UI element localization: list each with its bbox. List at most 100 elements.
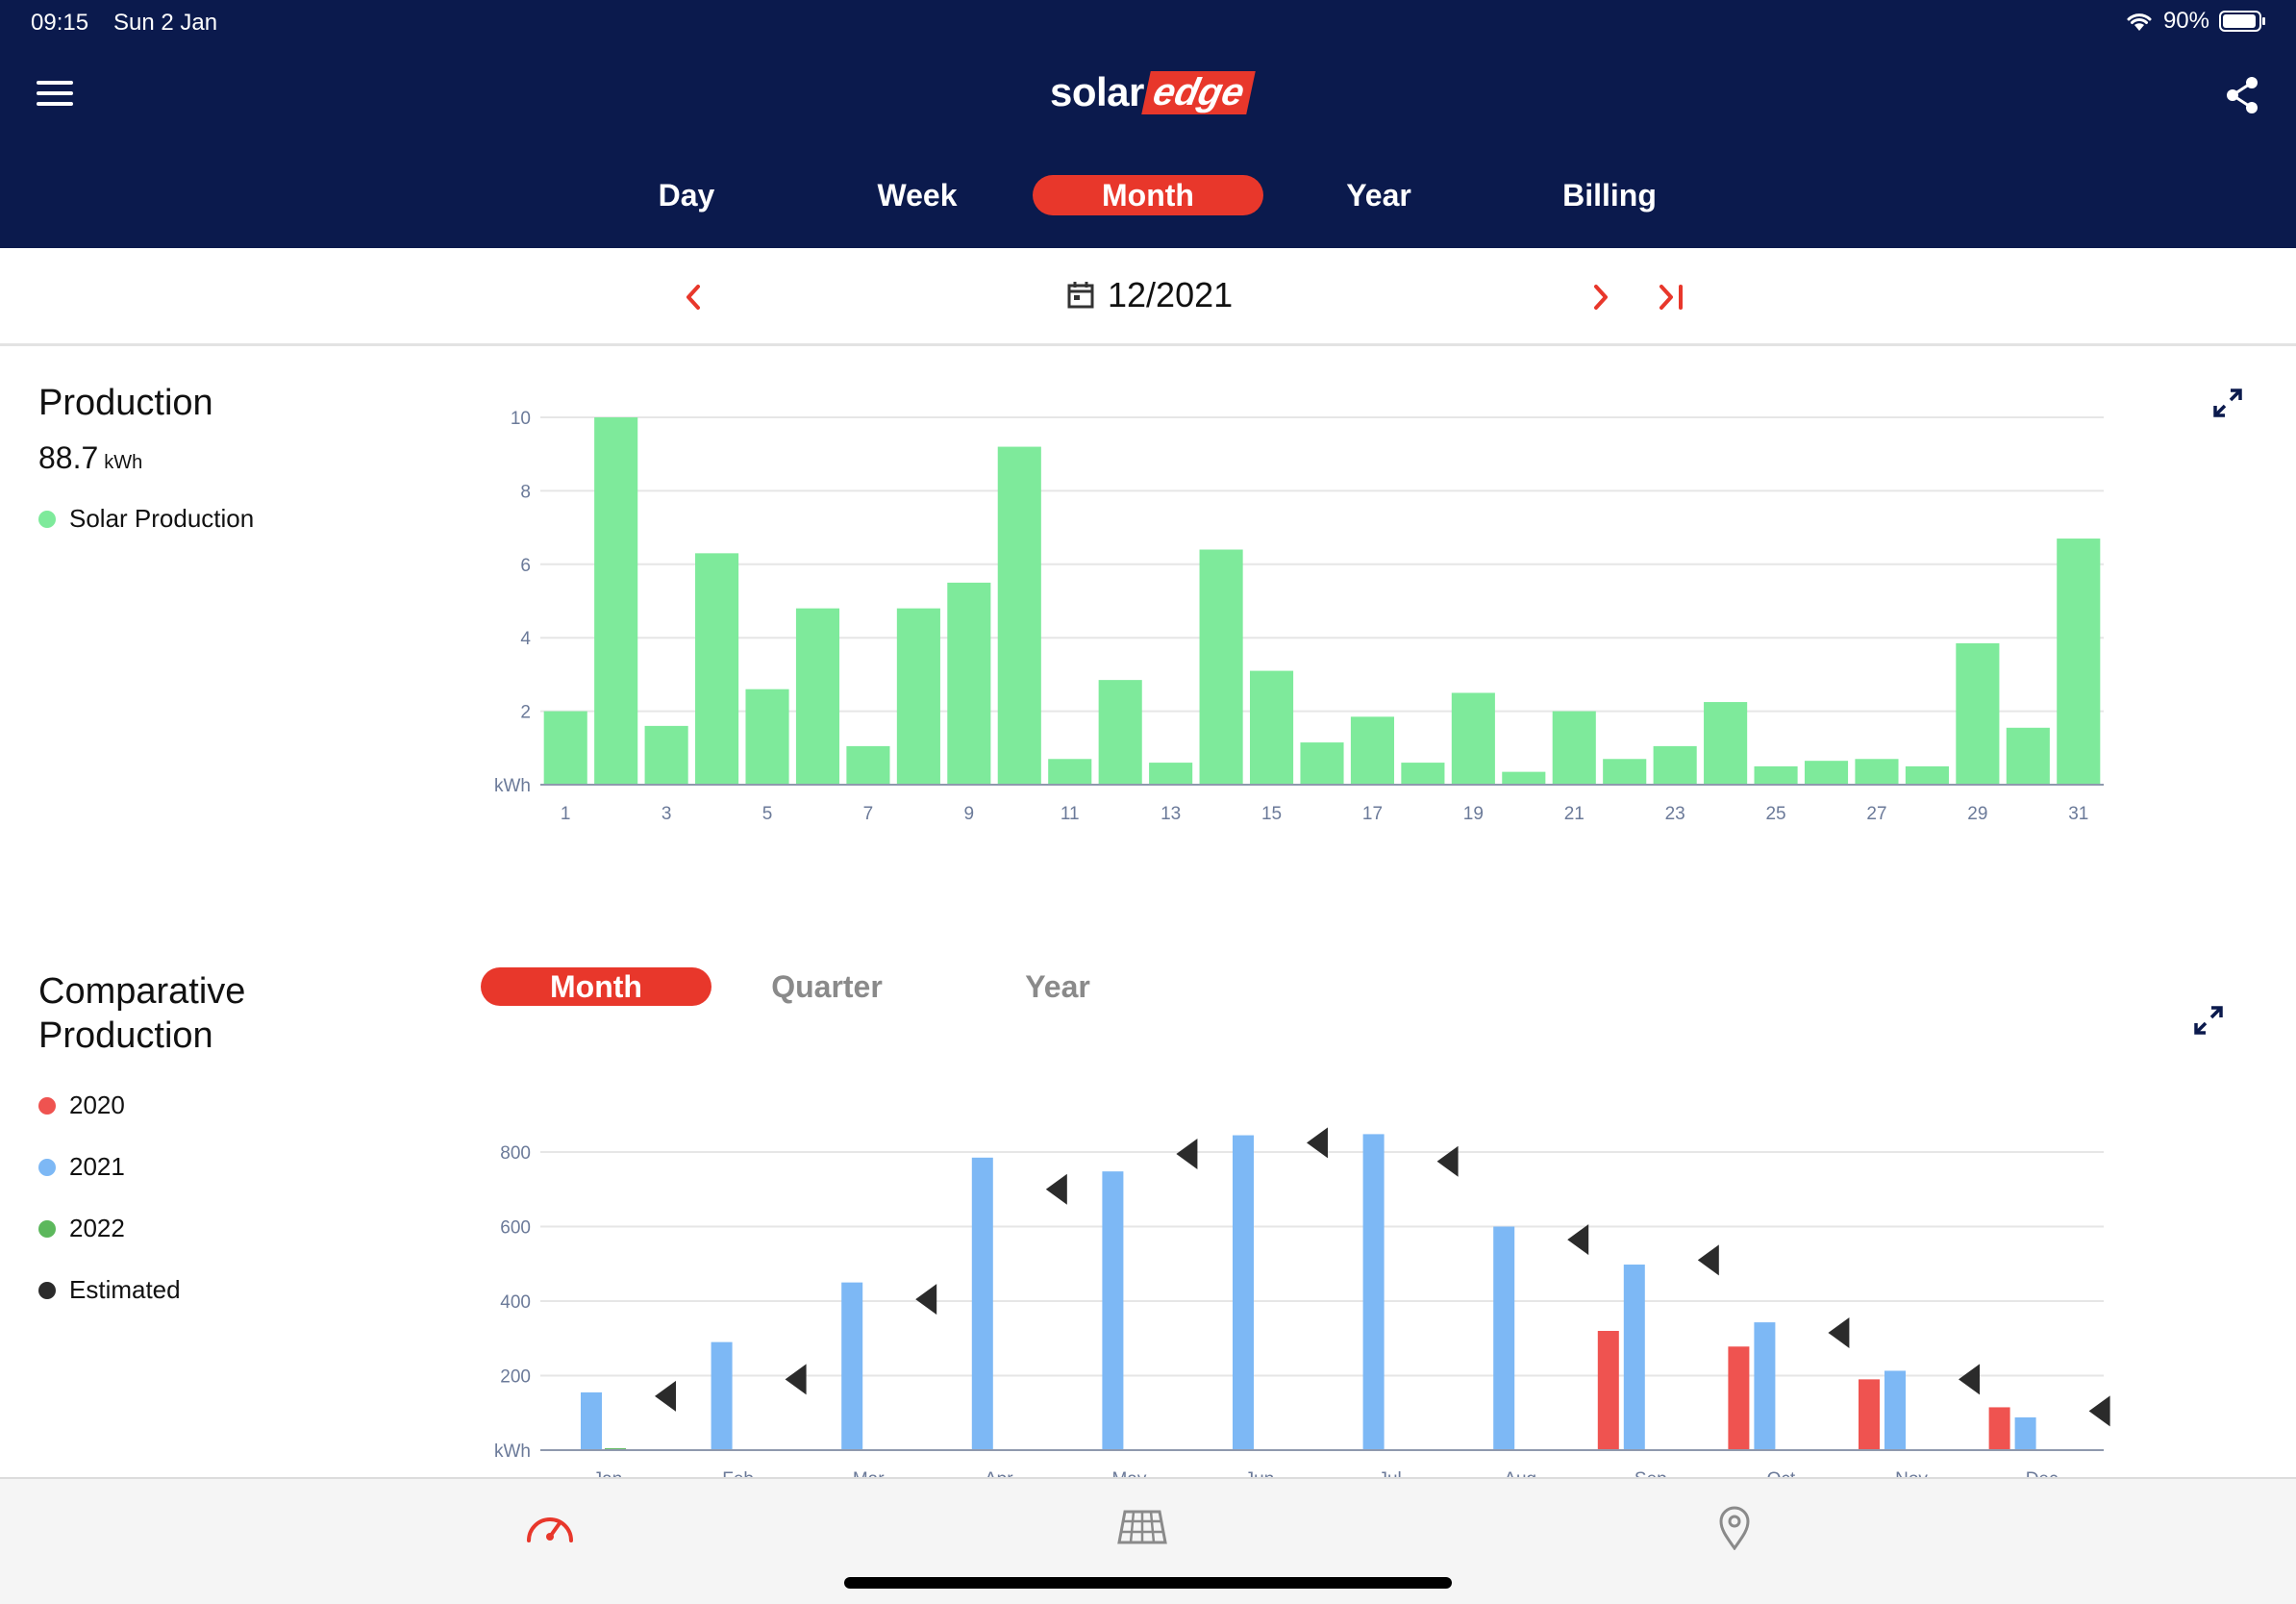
x-tick-label: 11: [1061, 804, 1080, 824]
bar-2021-Jan: [581, 1391, 602, 1450]
y-tick-label: 4: [520, 629, 531, 649]
home-indicator: [844, 1577, 1452, 1589]
estimated-marker-Jul: [1436, 1145, 1459, 1177]
expand-icon[interactable]: [2192, 1004, 2225, 1037]
legend-estimated: Estimated: [38, 1275, 181, 1305]
estimated-marker-Jan: [655, 1380, 676, 1412]
x-tick-label: 9: [964, 804, 975, 824]
legend-dot: [38, 1158, 56, 1176]
expand-icon[interactable]: [2211, 387, 2244, 419]
bar-2021-Sep: [1623, 1265, 1645, 1450]
battery-percent: 90%: [2162, 8, 2209, 34]
bar-2021-Dec: [2014, 1416, 2036, 1450]
bar-day-25: [1754, 765, 1798, 785]
bar-day-4: [695, 553, 739, 785]
y-tick-label: 2: [520, 703, 531, 723]
estimated-marker-Dec: [2088, 1395, 2110, 1427]
date-picker[interactable]: 12/2021: [1067, 275, 1233, 315]
y-tick-label: 8: [520, 482, 531, 502]
bar-2020-Dec: [1988, 1407, 2010, 1450]
x-tick-label: Apr: [985, 1469, 1013, 1477]
x-tick-label: Oct: [1767, 1469, 1796, 1477]
x-tick-label: Feb: [722, 1469, 754, 1477]
status-time: 09:15: [31, 10, 89, 36]
comp-tab-quarter[interactable]: Quarter: [771, 969, 883, 1004]
y-tick-label: 6: [520, 556, 531, 576]
date-navigator: 12/2021: [0, 248, 2296, 346]
bar-day-10: [997, 446, 1041, 785]
bar-day-2: [594, 417, 638, 785]
bar-2021-Feb: [711, 1341, 733, 1450]
bar-day-23: [1653, 745, 1697, 785]
y-tick-label: 400: [500, 1292, 531, 1313]
bar-day-21: [1552, 711, 1596, 785]
share-icon[interactable]: [2223, 75, 2261, 115]
legend-label: 2022: [69, 1214, 125, 1242]
bar-day-1: [543, 711, 587, 785]
legend-2020: 2020: [38, 1090, 125, 1120]
battery-icon: [2219, 11, 2265, 32]
x-tick-label: 29: [1967, 804, 1987, 824]
x-tick-label: 27: [1866, 804, 1886, 824]
comp-tab-year[interactable]: Year: [1025, 969, 1090, 1004]
speedometer-icon[interactable]: [523, 1504, 577, 1550]
tab-billing[interactable]: Billing: [1562, 178, 1657, 213]
comparative-title: Comparative Production: [38, 969, 245, 1058]
bar-day-31: [2057, 539, 2101, 785]
tab-year[interactable]: Year: [1346, 178, 1411, 213]
production-total: 88.7 kWh: [38, 440, 142, 476]
estimated-marker-Jun: [1307, 1127, 1328, 1159]
bar-day-16: [1300, 742, 1344, 785]
comparative-title-line1: Comparative: [38, 971, 246, 1012]
period-tabs: Day Week Month Year Billing: [0, 175, 2296, 215]
comp-tab-month[interactable]: Month: [481, 967, 711, 1006]
location-pin-icon[interactable]: [1708, 1504, 1761, 1550]
x-tick-label: Dec: [2026, 1469, 2059, 1477]
legend-label: Estimated: [69, 1275, 181, 1304]
skip-to-end-icon[interactable]: [1654, 281, 1688, 313]
tab-week[interactable]: Week: [877, 178, 958, 213]
bar-2021-Mar: [841, 1282, 863, 1450]
estimated-marker-Apr: [1045, 1173, 1067, 1205]
x-tick-label: 15: [1261, 804, 1282, 824]
estimated-marker-Oct: [1828, 1316, 1850, 1348]
y-tick-label: 200: [500, 1367, 531, 1388]
bar-day-27: [1855, 759, 1899, 785]
bar-day-24: [1704, 702, 1748, 785]
bar-day-18: [1401, 763, 1445, 785]
chevron-left-icon[interactable]: [679, 281, 710, 313]
x-tick-label: Mar: [853, 1469, 885, 1477]
bar-day-15: [1249, 670, 1294, 785]
bar-2021-May: [1102, 1171, 1124, 1450]
bar-day-11: [1048, 759, 1092, 785]
bar-2021-Jun: [1233, 1135, 1254, 1450]
estimated-marker-Mar: [915, 1284, 937, 1316]
menu-icon[interactable]: [37, 79, 73, 108]
legend-2022: 2022: [38, 1214, 125, 1243]
bar-day-26: [1804, 761, 1849, 785]
legend-dot: [38, 1219, 56, 1238]
solar-panel-icon[interactable]: [1115, 1504, 1169, 1550]
estimated-marker-Feb: [785, 1364, 807, 1395]
bar-day-3: [644, 725, 688, 785]
bar-2021-Nov: [1884, 1370, 1906, 1450]
tab-month[interactable]: Month: [1033, 175, 1263, 215]
x-tick-label: 7: [863, 804, 874, 824]
y-tick-label: 10: [511, 409, 531, 429]
x-tick-label: Nov: [1895, 1469, 1928, 1477]
tab-day[interactable]: Day: [658, 178, 715, 213]
bar-2020-Oct: [1728, 1346, 1750, 1450]
x-tick-label: 3: [661, 804, 672, 824]
legend-label: Solar Production: [69, 504, 255, 533]
bar-2021-Aug: [1493, 1226, 1515, 1450]
legend-dot: [38, 1281, 56, 1299]
bar-day-22: [1603, 759, 1647, 785]
y-tick-label: 800: [500, 1143, 531, 1164]
chevron-right-icon[interactable]: [1585, 281, 1615, 313]
x-tick-label: 25: [1765, 804, 1785, 824]
x-tick-label: 13: [1160, 804, 1181, 824]
bar-day-5: [745, 689, 789, 785]
bar-day-6: [795, 608, 840, 785]
solaredge-logo: solar edge: [1050, 69, 1257, 115]
x-tick-label: 23: [1665, 804, 1685, 824]
